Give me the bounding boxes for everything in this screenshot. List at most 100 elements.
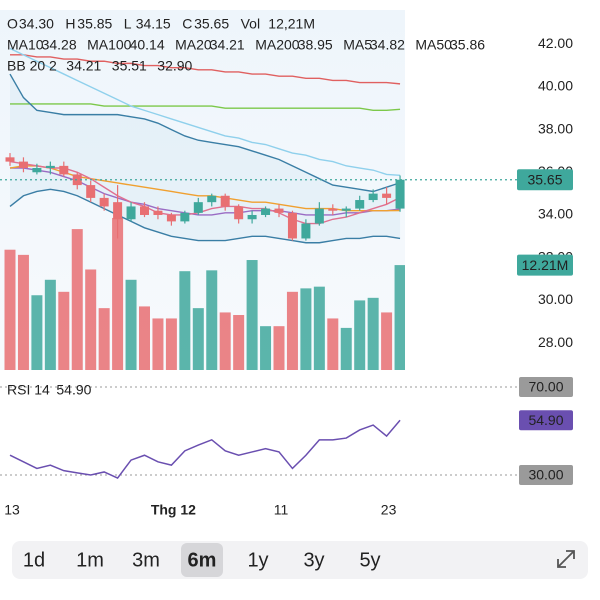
volume-bar	[4, 249, 16, 370]
range-button[interactable]: 6m	[188, 549, 217, 571]
price-box	[517, 169, 573, 191]
volume-bar	[139, 306, 150, 370]
x-tick-label: 23	[381, 502, 397, 518]
legend-value: 40.14	[130, 37, 165, 53]
range-button[interactable]: 1d	[23, 549, 45, 571]
candle-body	[287, 212, 297, 239]
candle-body	[166, 214, 176, 222]
x-tick-label: 13	[4, 502, 20, 518]
volume-bar	[394, 265, 405, 370]
ma-line	[9, 160, 401, 225]
candle-body	[45, 165, 55, 169]
bb-value: 32.90	[157, 58, 192, 74]
legend-name: MA200	[255, 37, 300, 53]
legend-value: 34.82	[370, 37, 405, 53]
volume-bar	[340, 327, 352, 370]
range-button[interactable]: 1m	[76, 549, 104, 571]
bb-lower	[9, 188, 401, 244]
rsi-value: 54.90	[56, 382, 91, 398]
volume-bar	[179, 271, 191, 370]
bb-label: BB 20 2	[7, 58, 57, 74]
header-key: L	[124, 16, 132, 32]
header-value: 34.15	[136, 16, 171, 32]
candle-body	[32, 168, 42, 173]
header-value: 34.30	[19, 16, 54, 32]
volume-bar	[58, 291, 70, 370]
rsi-tick-box	[519, 377, 573, 398]
legend-value: 38.95	[298, 37, 333, 53]
candle-body	[368, 193, 378, 201]
candle-body	[261, 208, 271, 215]
legend-name: MA50	[415, 37, 452, 53]
legend-value: 34.28	[42, 37, 77, 53]
range-button[interactable]: 3y	[303, 549, 324, 571]
candle-body	[274, 208, 284, 213]
candle-body	[234, 206, 244, 220]
header-key: H	[65, 16, 75, 32]
rsi-tick-label: 30.00	[528, 467, 563, 483]
range-active-bg	[181, 543, 223, 577]
y-tick-label: 38.00	[538, 120, 573, 136]
candle-body	[314, 208, 324, 224]
rsi-pane	[9, 419, 401, 480]
volume-bar	[381, 312, 393, 370]
candle-body	[180, 212, 190, 222]
ma-line	[10, 54, 401, 85]
x-tick-label: Thg 12	[151, 502, 196, 518]
x-tick-label: 11	[274, 502, 289, 518]
volume-bar	[98, 308, 110, 370]
volume-bar	[44, 279, 56, 370]
candle-body	[5, 157, 15, 162]
y-tick-label: 28.00	[538, 334, 573, 350]
volume-bar	[313, 286, 325, 370]
legend-name: MA10	[7, 37, 44, 53]
volume-bar	[354, 300, 366, 370]
rsi-line	[9, 419, 401, 480]
expand-icon[interactable]	[557, 550, 575, 568]
candle-body	[341, 208, 351, 211]
volume-bar	[327, 318, 339, 370]
volume-bar	[206, 270, 218, 370]
volume-bar	[192, 308, 204, 370]
candle-body	[126, 206, 136, 220]
header-value: 12,21M	[268, 16, 315, 32]
legend-name: MA100	[87, 37, 132, 53]
candle-body	[72, 174, 82, 186]
volume-bar	[367, 297, 379, 370]
candle-body	[59, 165, 69, 175]
candle-body	[395, 179, 405, 209]
candle-body	[220, 195, 230, 207]
rsi-value-box-label: 54.90	[528, 412, 563, 428]
volume-bar	[31, 295, 43, 370]
header-key: C	[182, 16, 192, 32]
candle-body	[382, 193, 392, 198]
volume-label: 12.21M	[522, 257, 569, 273]
volume-bar	[273, 326, 285, 370]
y-tick-label: 40.00	[538, 78, 573, 94]
candle-body	[99, 197, 109, 207]
legend-name: MA5	[343, 37, 372, 53]
candle-body	[207, 195, 217, 203]
bb-value: 34.21	[66, 58, 101, 74]
y-tick-label: 30.00	[538, 291, 573, 307]
bb-upper	[9, 73, 401, 193]
range-button[interactable]: 5y	[359, 549, 380, 571]
legend-value: 35.86	[450, 37, 485, 53]
range-button[interactable]: 1y	[247, 549, 268, 571]
candle-body	[247, 214, 257, 220]
volume-bar	[17, 254, 29, 370]
candle-body	[86, 185, 96, 198]
range-button[interactable]: 3m	[132, 549, 160, 571]
volume-bar	[125, 279, 137, 370]
volume-box	[517, 254, 573, 276]
volume-bar	[112, 217, 124, 370]
price-label: 35.65	[527, 171, 562, 187]
ma-line	[9, 47, 401, 176]
header-value: 35.65	[194, 16, 229, 32]
volume-bar	[219, 312, 231, 370]
price-pane	[4, 47, 405, 370]
volume-bar	[286, 291, 298, 370]
header-key: O	[7, 16, 18, 32]
rsi-box	[519, 410, 573, 431]
candle-body	[355, 200, 365, 209]
